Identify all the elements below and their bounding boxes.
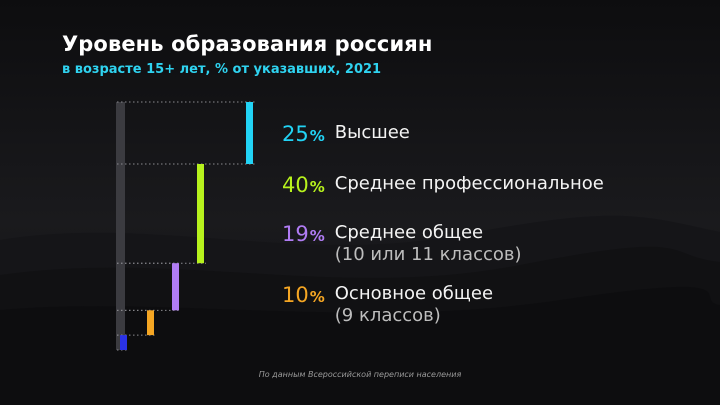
category-name-3: Основное общее: [334, 283, 494, 304]
value-number-3: 10: [282, 283, 309, 307]
category-label-1: Среднее профессиональное: [335, 173, 604, 195]
label-row-0: 25% Высшее: [282, 122, 410, 146]
category-name-0: Высшее: [334, 122, 410, 143]
value-label-2: 19%: [282, 222, 325, 246]
bar-0: [246, 102, 253, 164]
category-label-2: Среднее общее (10 или 11 классов): [335, 222, 522, 266]
category-name-2: Среднее общее: [334, 222, 484, 243]
bar-3: [147, 310, 154, 336]
category-name-1: Среднее профессиональное: [334, 173, 604, 194]
value-number-1: 40: [282, 173, 309, 197]
label-row-3: 10% Основное общее (9 классов): [282, 283, 493, 327]
total-column: [116, 102, 125, 350]
bar-2: [172, 263, 179, 311]
category-label-0: Высшее: [335, 122, 410, 144]
value-unit-0: %: [309, 127, 325, 145]
value-label-1: 40%: [282, 173, 325, 197]
value-number-0: 25: [282, 122, 309, 146]
value-number-2: 19: [282, 222, 309, 246]
value-unit-2: %: [309, 227, 325, 245]
category-sublabel-3: (9 классов): [334, 305, 441, 326]
bar-1: [197, 164, 204, 264]
value-label-3: 10%: [282, 283, 325, 307]
value-unit-3: %: [309, 288, 325, 306]
bar-4: [120, 335, 127, 350]
chart-title: Уровень образования россиян: [62, 32, 433, 56]
category-label-3: Основное общее (9 классов): [335, 283, 493, 327]
label-row-1: 40% Среднее профессиональное: [282, 173, 604, 197]
chart-subtitle: в возрасте 15+ лет, % от указавших, 2021: [62, 62, 382, 77]
value-label-0: 25%: [282, 122, 325, 146]
label-row-2: 19% Среднее общее (10 или 11 классов): [282, 222, 522, 266]
category-sublabel-2: (10 или 11 классов): [334, 244, 522, 265]
source-note: По данным Всероссийской переписи населен…: [258, 370, 462, 379]
value-unit-1: %: [309, 178, 325, 196]
